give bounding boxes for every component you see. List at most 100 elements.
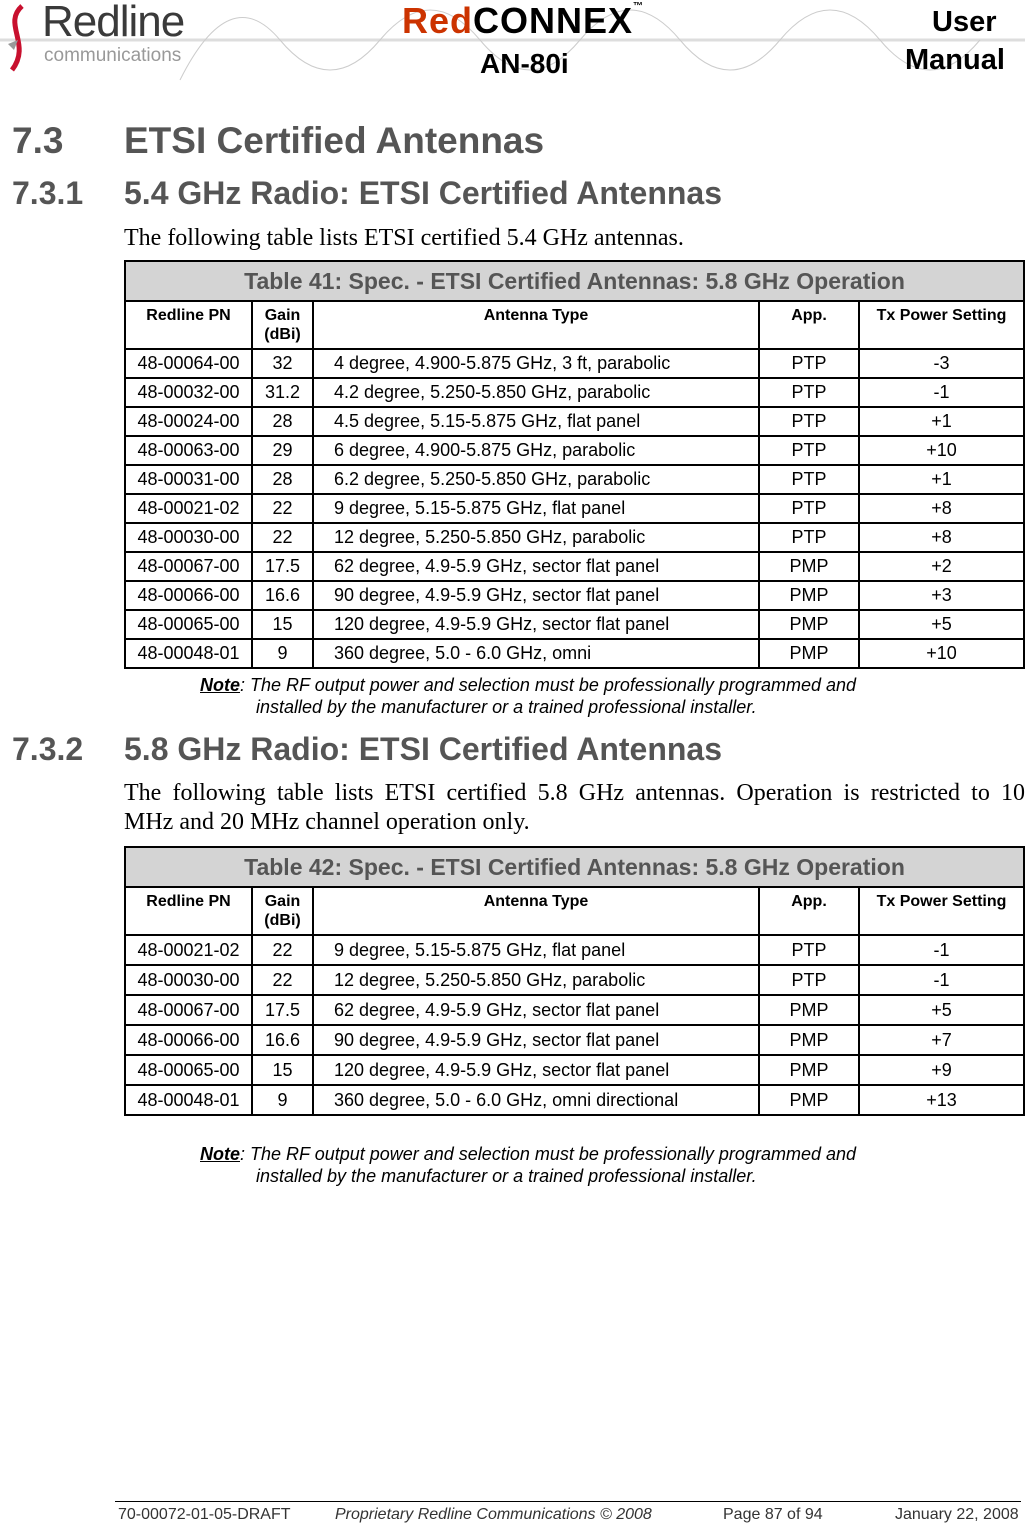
tx-power-cell: +7 [858,1024,1025,1056]
subsection-title: 5.8 GHz Radio: ETSI Certified Antennas [124,731,723,767]
section-title: ETSI Certified Antennas [124,120,545,161]
part-number-cell: 48-00031-00 [124,464,253,495]
antenna-type-cell: 90 degree, 4.9-5.9 GHz, sector flat pane… [312,1024,760,1056]
application-cell: PMP [758,580,860,611]
footer-date: January 22, 2008 [895,1506,1019,1523]
tx-power-cell: -1 [858,964,1025,996]
part-number-cell: 48-00048-01 [124,1084,253,1116]
footer-page-number: Page 87 of 94 [723,1506,823,1523]
part-number-cell: 48-00067-00 [124,551,253,582]
part-number-cell: 48-00048-01 [124,638,253,669]
application-cell: PTP [758,493,860,524]
tx-power-cell: +5 [858,994,1025,1026]
footer-divider [115,1501,1021,1502]
section-number: 7.3 [12,120,64,161]
part-number-cell: 48-00032-00 [124,377,253,408]
header-wave-graphic [0,9,1025,81]
table-row: 48-00021-02 22 9 degree, 5.15-5.875 GHz, f… [124,934,1025,966]
antenna-type-cell: 6 degree, 4.900-5.875 GHz, parabolic [312,435,760,466]
doc-type-line1: User [932,6,997,38]
gain-cell: 16.6 [251,580,314,611]
application-cell: PMP [758,1084,860,1116]
part-number-cell: 48-00030-00 [124,522,253,553]
table-row: 48-00067-00 17.5 62 degree, 4.9-5.9 GHz, s… [124,994,1025,1026]
column-header: Antenna Type [312,886,760,936]
antenna-table-42: Table 42: Spec. - ETSI Certified Antenna… [124,846,1025,1116]
brand-black: CONNEX [473,0,634,41]
doc-type-line2: Manual [905,44,1005,76]
application-cell: PTP [758,435,860,466]
table-row: 48-00030-00 22 12 degree, 5.250-5.850 GHz,… [124,522,1025,553]
intro-text: The following table lists ETSI certified… [124,780,1025,806]
part-number-cell: 48-00030-00 [124,964,253,996]
footer-copyright: Proprietary Redline Communications © 200… [335,1506,652,1523]
gain-cell: 22 [251,522,314,553]
gain-cell: 28 [251,406,314,437]
gain-cell: 22 [251,934,314,966]
antenna-type-cell: 4.5 degree, 5.15-5.875 GHz, flat panel [312,406,760,437]
gain-cell: 15 [251,609,314,640]
tx-power-cell: +2 [858,551,1025,582]
subsection-number: 7.3.1 [12,175,84,211]
antenna-type-cell: 360 degree, 5.0 - 6.0 GHz, omni [312,638,760,669]
gain-cell: 28 [251,464,314,495]
application-cell: PTP [758,522,860,553]
note-text: : The RF output power and selection must… [240,1144,856,1164]
part-number-cell: 48-00064-00 [124,348,253,379]
application-cell: PMP [758,1054,860,1086]
brand-red: Red [402,0,474,41]
tx-power-cell: +9 [858,1054,1025,1086]
antenna-type-cell: 120 degree, 4.9-5.9 GHz, sector flat pan… [312,609,760,640]
gain-cell: 22 [251,964,314,996]
logo-text: Redline [42,0,185,46]
gain-cell: 15 [251,1054,314,1086]
tx-power-cell: +10 [858,435,1025,466]
antenna-type-cell: 9 degree, 5.15-5.875 GHz, flat panel [312,934,760,966]
tx-power-cell: -1 [858,377,1025,408]
model-name: AN-80i [480,48,569,79]
part-number-cell: 48-00021-02 [124,493,253,524]
gain-cell: 9 [251,638,314,669]
note-text: : The RF output power and selection must… [240,675,856,695]
column-header: Redline PN [124,886,253,936]
part-number-cell: 48-00067-00 [124,994,253,1026]
gain-cell: 17.5 [251,994,314,1026]
subsection-number: 7.3.2 [12,731,84,767]
redline-logo-icon [8,4,24,72]
column-header: Antenna Type [312,300,760,350]
table-row: 48-00021-02 22 9 degree, 5.15-5.875 GHz, f… [124,493,1025,524]
antenna-type-cell: 9 degree, 5.15-5.875 GHz, flat panel [312,493,760,524]
part-number-cell: 48-00065-00 [124,609,253,640]
application-cell: PMP [758,638,860,669]
application-cell: PMP [758,551,860,582]
note-label: Note [200,1144,240,1164]
antenna-type-cell: 120 degree, 4.9-5.9 GHz, sector flat pan… [312,1054,760,1086]
application-cell: PTP [758,377,860,408]
column-header: Redline PN [124,300,253,350]
note-text-line2: installed by the manufacturer or a train… [256,1166,757,1186]
antenna-type-cell: 12 degree, 5.250-5.850 GHz, parabolic [312,964,760,996]
intro-text-line2: MHz and 20 MHz channel operation only. [124,809,530,835]
footer-doc-id: 70-00072-01-05-DRAFT [118,1506,291,1523]
table-caption: Table 41: Spec. - ETSI Certified Antenna… [124,260,1025,302]
table-row: 48-00066-00 16.6 90 degree, 4.9-5.9 GHz, s… [124,580,1025,611]
trademark: ™ [633,1,645,12]
tx-power-cell: +5 [858,609,1025,640]
part-number-cell: 48-00063-00 [124,435,253,466]
table-row: 48-00048-01 9 360 degree, 5.0 - 6.0 GHz, o… [124,638,1025,669]
table-row: 48-00063-00 29 6 degree, 4.900-5.875 GHz, … [124,435,1025,466]
intro-text: The following table lists ETSI certified… [124,225,684,251]
antenna-type-cell: 4 degree, 4.900-5.875 GHz, 3 ft, parabol… [312,348,760,379]
gain-cell: 31.2 [251,377,314,408]
gain-cell: 9 [251,1084,314,1116]
table-row: 48-00030-00 22 12 degree, 5.250-5.850 GHz,… [124,964,1025,996]
gain-cell: 29 [251,435,314,466]
table-row: 48-00032-00 31.2 4.2 degree, 5.250-5.850 G… [124,377,1025,408]
column-header: App. [758,300,860,350]
column-header: Tx Power Setting [858,300,1025,350]
antenna-table-41: Table 41: Spec. - ETSI Certified Antenna… [124,260,1025,669]
gain-cell: 16.6 [251,1024,314,1056]
table-row: 48-00064-00 32 4 degree, 4.900-5.875 GHz, … [124,348,1025,379]
note-label: Note [200,675,240,695]
application-cell: PMP [758,994,860,1026]
